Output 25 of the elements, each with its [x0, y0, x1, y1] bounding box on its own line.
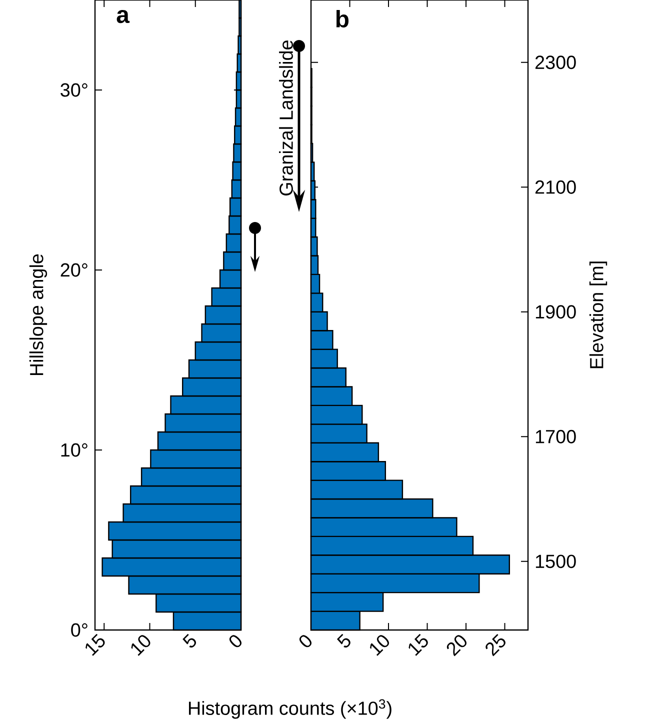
y-axis-title: Hillslope angle [29, 254, 48, 376]
x-tick-label: 25 [486, 634, 506, 656]
y-tick-label: 1500 [536, 554, 576, 568]
y-tick-label: 2300 [535, 56, 576, 70]
chart-title: b [336, 10, 348, 28]
chart-title: a [116, 10, 130, 24]
text: Granizal Landslide [279, 40, 293, 196]
x-tick-label: 0 [229, 635, 242, 648]
y-tick-label: 20° [60, 263, 88, 277]
x-axis-title: Histogram counts (×10$^{3}$) [188, 699, 392, 719]
y-tick-label: 10° [61, 443, 88, 457]
x-tick-label: 5 [336, 634, 350, 648]
y-tick-label: 2100 [535, 180, 576, 194]
x-tick-label: 10 [131, 635, 150, 656]
x-tick-label: 5 [182, 634, 196, 648]
x-tick-label: 10 [370, 635, 389, 656]
x-tick-label: 15 [86, 634, 105, 656]
x-tick-label: 0 [299, 635, 312, 648]
y-axis-title: Elevation [m] [589, 262, 608, 368]
x-tick-label: 20 [446, 635, 466, 656]
y-tick-label: 1900 [536, 305, 576, 319]
y-tick-label: 30° [60, 83, 88, 97]
y-tick-label: 1700 [536, 430, 576, 444]
y-tick-label: 0° [71, 623, 88, 637]
x-tick-label: 15 [408, 634, 428, 656]
